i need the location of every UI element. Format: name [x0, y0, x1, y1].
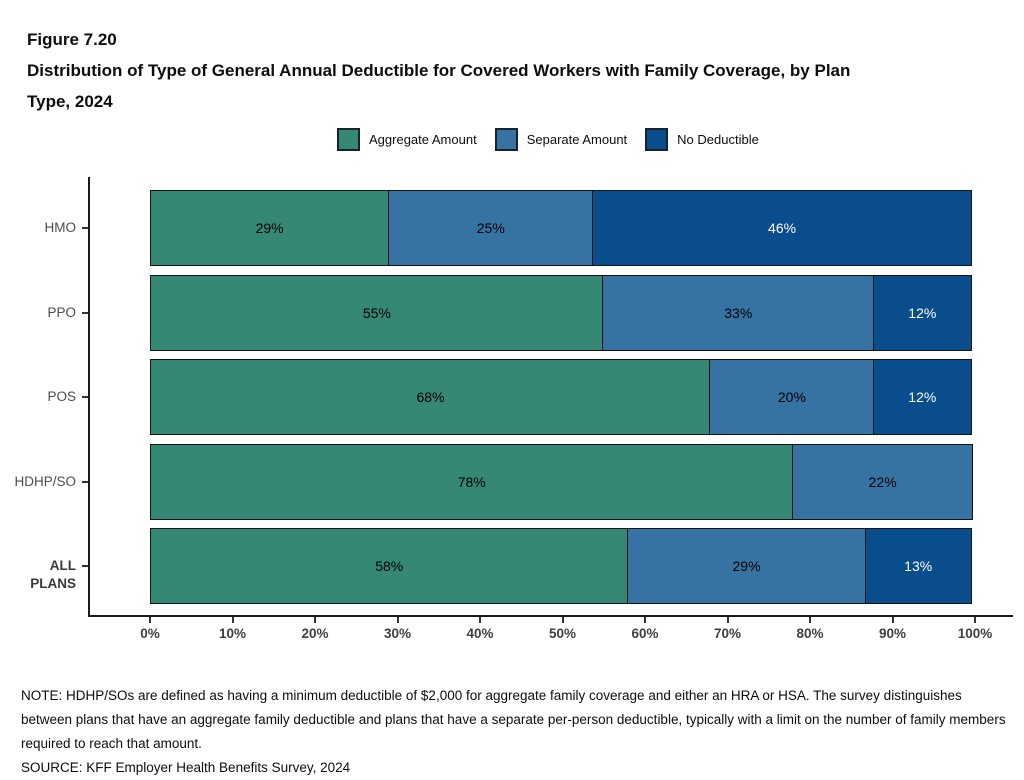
bar-segment: 25%	[387, 190, 594, 266]
bar-value-label: 22%	[868, 473, 897, 490]
y-axis-tick	[82, 480, 88, 483]
bar-value-label: 78%	[457, 473, 486, 490]
x-axis-tick-label: 100%	[957, 626, 993, 641]
bar-value-label: 68%	[416, 389, 445, 405]
bar-segment: 13%	[864, 528, 972, 604]
bar-value-label: 29%	[255, 220, 284, 236]
x-axis-tick	[561, 617, 564, 623]
x-axis-tick	[974, 617, 976, 623]
y-axis-label: HMO	[44, 220, 77, 235]
stacked-bar-chart: 29% 25% 46% 55% 33% 12% 68% 20% 12% 78% 22% 58% 29% 1…	[14, 177, 1013, 641]
footer-notes: NOTE: HDHP/SOs are defined as having a m…	[21, 684, 1013, 780]
bar-segment: 46%	[592, 190, 972, 266]
legend-item: No Deductible	[645, 128, 759, 151]
x-axis-tick-label: 80%	[796, 626, 824, 641]
bar-segment: 33%	[602, 274, 875, 351]
x-axis-tick	[891, 617, 894, 623]
legend-swatch-icon	[645, 128, 669, 151]
bar-value-label: 55%	[362, 304, 391, 321]
x-axis-tick-label: 30%	[383, 626, 412, 641]
bar-value-label: 58%	[375, 558, 404, 574]
bar-value-label: 25%	[476, 220, 505, 236]
bar-segment: 12%	[872, 359, 972, 435]
x-axis-tick	[396, 617, 399, 623]
bar-segment: 12%	[872, 274, 972, 351]
y-axis-tick	[82, 227, 88, 229]
figure-title: Distribution of Type of General Annual D…	[27, 61, 851, 111]
x-axis-tick-label: 40%	[466, 626, 494, 641]
bar-rows: 29% 25% 46% 55% 33% 12% 68% 20% 12% 78% 22% 58% 29% 1…	[150, 190, 975, 604]
figure-header: Figure 7.20 Distribution of Type of Gene…	[27, 24, 872, 117]
x-axis-tick-label: 0%	[140, 626, 160, 641]
source-text: SOURCE: KFF Employer Health Benefits Sur…	[21, 760, 351, 775]
bar-segment: 29%	[626, 528, 867, 604]
legend-label: Aggregate Amount	[369, 132, 477, 147]
x-axis-tick-label: 20%	[301, 626, 329, 641]
y-axis-label: ALL PLANS	[30, 558, 76, 591]
y-axis-tick	[82, 565, 88, 567]
legend-swatch-icon	[337, 128, 360, 151]
note-text: NOTE: HDHP/SOs are defined as having a m…	[21, 688, 1006, 751]
bar-value-label: 12%	[908, 389, 937, 405]
bar-value-label: 29%	[732, 558, 761, 574]
bar-value-label: 33%	[724, 304, 753, 321]
y-axis-tick	[82, 311, 88, 314]
bar-segment: 20%	[709, 359, 875, 435]
chart-legend: Aggregate Amount Separate Amount No Deduct…	[337, 128, 759, 151]
bar-row: 29% 25% 46%	[150, 190, 975, 266]
x-axis-tick-label: 60%	[631, 626, 659, 641]
bar-value-label: 13%	[904, 558, 933, 574]
legend-label: No Deductible	[677, 132, 759, 147]
x-axis-tick	[479, 617, 481, 623]
legend-label: Separate Amount	[526, 132, 628, 147]
bar-segment: 58%	[150, 528, 629, 604]
x-axis-tick-label: 10%	[218, 626, 247, 641]
bar-segment: 55%	[150, 274, 604, 351]
bar-row: 78% 22%	[150, 443, 975, 520]
y-axis-label: HDHP/SO	[14, 473, 76, 489]
x-axis-tick-label: 70%	[713, 626, 742, 641]
x-axis-tick	[314, 617, 316, 623]
bar-segment: 68%	[150, 359, 711, 435]
x-axis-tick	[809, 617, 811, 623]
x-axis-tick	[149, 617, 151, 623]
bar-value-label: 46%	[768, 220, 797, 236]
y-axis-tick	[82, 396, 88, 398]
x-axis-tick-label: 90%	[878, 626, 907, 641]
bar-value-label: 12%	[908, 304, 937, 321]
bar-row: 58% 29% 13%	[150, 528, 975, 604]
bar-segment: 78%	[150, 443, 794, 520]
bar-row: 68% 20% 12%	[150, 359, 975, 435]
x-axis-tick	[231, 617, 234, 623]
figure-number: Figure 7.20	[27, 30, 117, 49]
bar-segment: 29%	[150, 190, 390, 266]
bar-value-label: 20%	[777, 389, 806, 405]
legend-item: Separate Amount	[494, 128, 628, 151]
y-axis-label: PPO	[47, 304, 76, 320]
legend-swatch-icon	[494, 128, 518, 151]
bar-segment: 22%	[791, 443, 974, 520]
x-axis-tick-label: 50%	[548, 626, 577, 641]
x-axis-tick	[644, 617, 646, 623]
bar-row: 55% 33% 12%	[150, 274, 975, 351]
legend-item: Aggregate Amount	[337, 128, 477, 151]
y-axis-label: POS	[47, 389, 76, 404]
x-axis-tick	[726, 617, 729, 623]
